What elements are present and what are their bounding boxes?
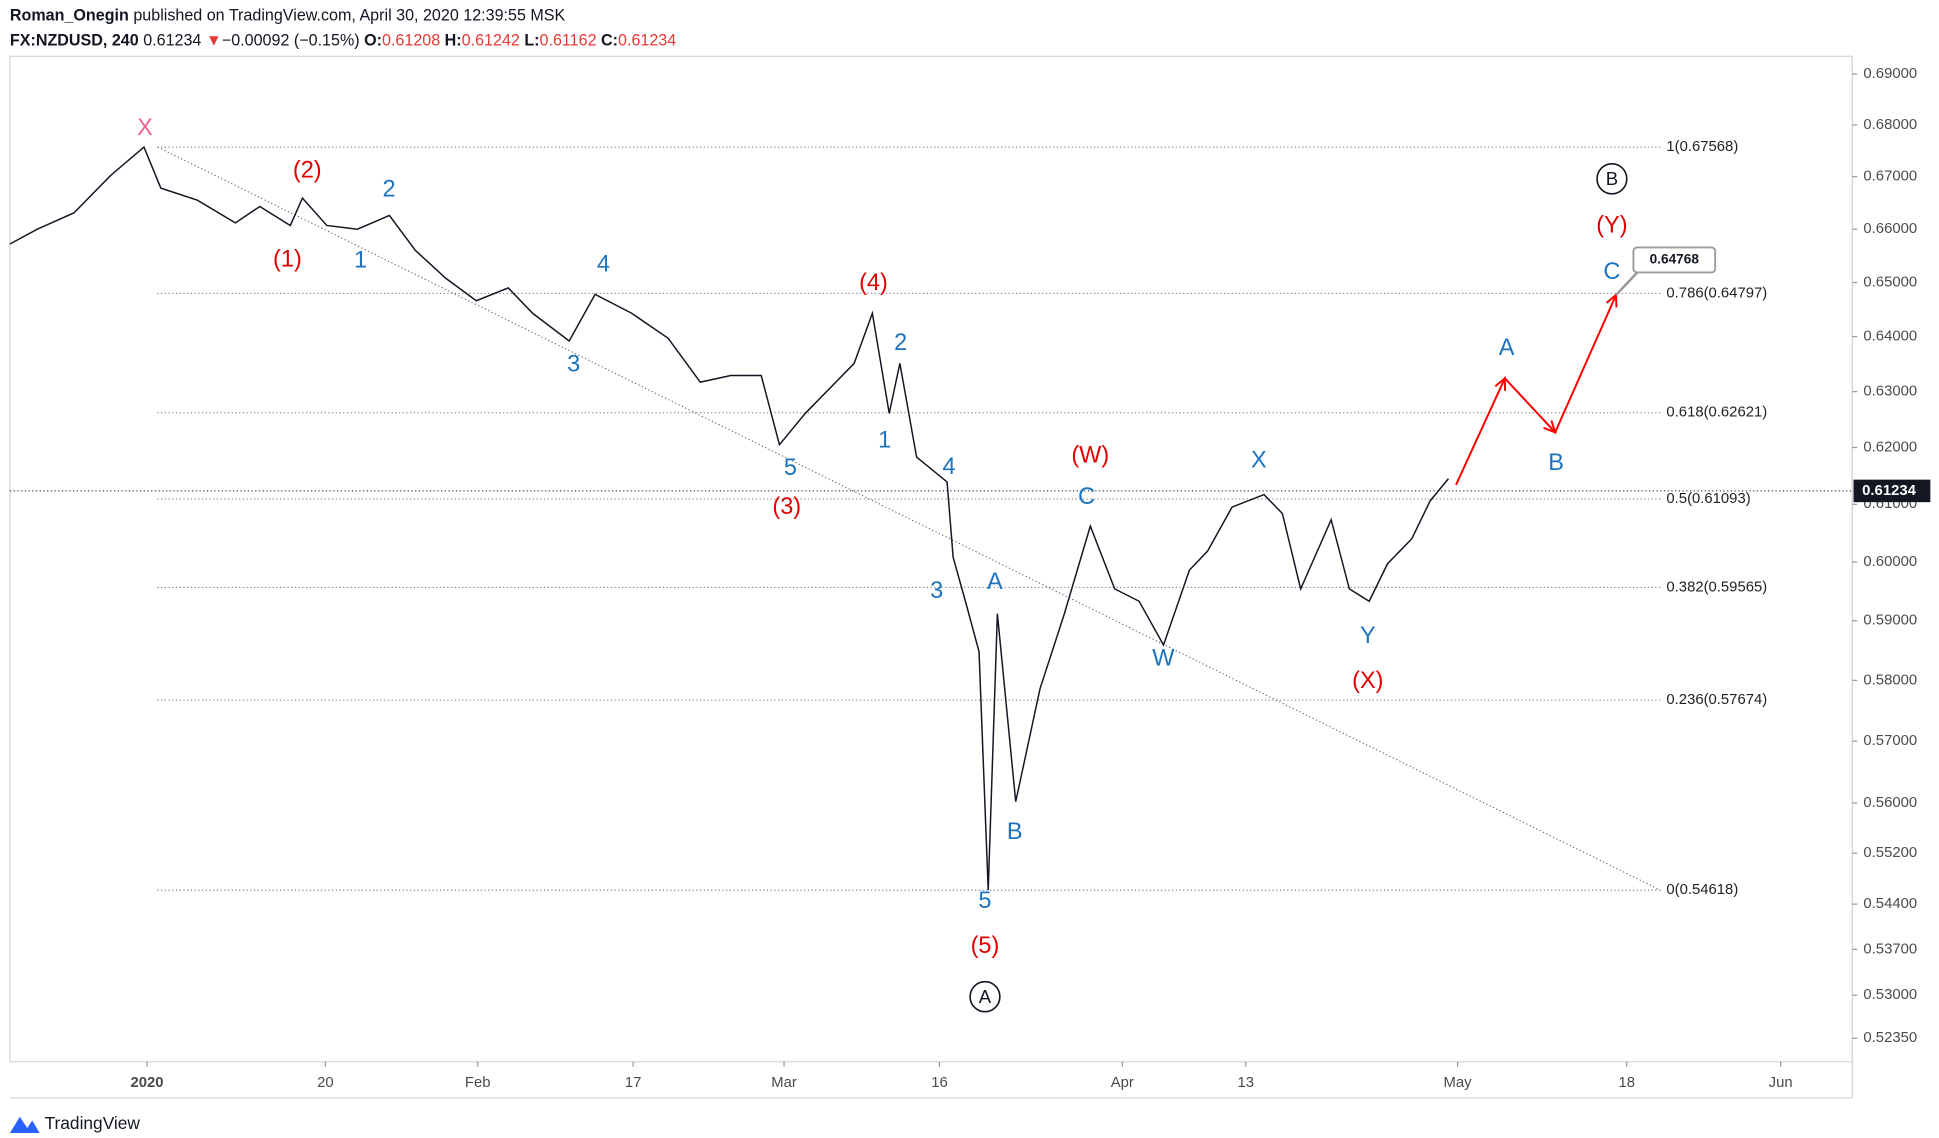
- wave-label: 1: [878, 428, 891, 454]
- wave-label: Y: [1360, 623, 1376, 649]
- wave-label: (Y): [1596, 213, 1627, 239]
- wave-label: (2): [293, 158, 322, 184]
- logo: [9, 1116, 40, 1133]
- publish-line: Roman_Onegin published on TradingView.co…: [10, 6, 566, 24]
- wave-label: C: [1078, 484, 1095, 510]
- y-tick-label: 0.56000: [1863, 794, 1917, 811]
- last-price-tag: [1853, 479, 1931, 503]
- fib-label: 0.786(0.64797): [1666, 284, 1767, 301]
- y-tick-label: 0.57000: [1863, 732, 1917, 749]
- wave-label: (W): [1071, 443, 1109, 469]
- symbol: FX:NZDUSD, 240: [10, 32, 139, 50]
- circled-label: B: [1606, 168, 1618, 189]
- fib-label: 0(0.54618): [1666, 881, 1738, 898]
- y-tick-label: 0.69000: [1863, 65, 1917, 82]
- y-tick-label: 0.68000: [1863, 116, 1917, 133]
- low-label: L:: [524, 32, 539, 50]
- wave-label: C: [1603, 259, 1620, 285]
- y-tick-label: 0.52350: [1863, 1029, 1917, 1046]
- wave-label: 2: [382, 176, 395, 202]
- arrowhead: [1494, 376, 1507, 391]
- circled-label-ring: [1596, 163, 1628, 195]
- x-tick-label: 18: [1618, 1074, 1635, 1091]
- y-tick-label: 0.65000: [1863, 273, 1917, 290]
- wave-label: 5: [978, 888, 991, 914]
- open: 0.61208: [382, 32, 440, 50]
- wave-label: 5: [784, 455, 797, 481]
- x-tick-label: Jun: [1769, 1074, 1793, 1091]
- fib-label: 0.618(0.62621): [1666, 404, 1767, 421]
- wave-label: W: [1152, 645, 1175, 671]
- y-tick-label: 0.53700: [1863, 940, 1917, 957]
- wave-label: A: [1499, 335, 1515, 361]
- y-tick-label: 0.53000: [1863, 986, 1917, 1003]
- target-pointer: [1615, 270, 1640, 296]
- y-tick-label: 0.59000: [1863, 612, 1917, 629]
- x-tick-label: 2020: [131, 1074, 164, 1091]
- x-tick-label: 17: [625, 1074, 642, 1091]
- wave-label: 1: [354, 248, 367, 274]
- price-line: [9, 145, 1450, 891]
- wave-label: (X): [1352, 668, 1383, 694]
- y-tick-label: 0.62000: [1863, 438, 1917, 455]
- x-tick-label: Apr: [1111, 1074, 1134, 1091]
- wave-label: X: [137, 115, 153, 141]
- x-tick-label: Feb: [465, 1074, 491, 1091]
- wave-label: (3): [772, 494, 801, 520]
- close-label: C:: [601, 32, 618, 50]
- target-box: [1632, 246, 1717, 274]
- x-tick-label: 16: [931, 1074, 948, 1091]
- circled-label: A: [979, 986, 992, 1007]
- x-tick-label: Mar: [771, 1074, 797, 1091]
- change: −0.00092 (−0.15%): [222, 32, 360, 50]
- fib-label: 0.5(0.61093): [1666, 490, 1750, 507]
- close: 0.61234: [618, 32, 676, 50]
- y-tick-label: 0.66000: [1863, 220, 1917, 237]
- y-tick-label: 0.54400: [1863, 895, 1917, 912]
- y-tick-label: 0.55200: [1863, 844, 1917, 861]
- wave-label: 3: [567, 351, 580, 377]
- fib-label: 0.236(0.57674): [1666, 691, 1767, 708]
- fib-label: 0.382(0.59565): [1666, 578, 1767, 595]
- y-tick-label: 0.63000: [1863, 383, 1917, 400]
- last-price-label: 0.61234: [1862, 482, 1916, 499]
- projection: [1455, 294, 1618, 486]
- wave-label: 4: [943, 454, 956, 480]
- high: 0.61242: [462, 32, 520, 50]
- arrowhead: [1543, 420, 1557, 434]
- wave-label: B: [1548, 450, 1564, 476]
- author[interactable]: Roman_Onegin: [10, 6, 129, 24]
- trendline: [157, 146, 1661, 891]
- wave-label: (1): [273, 246, 302, 272]
- low: 0.61162: [540, 32, 597, 50]
- wave-label: 4: [597, 251, 610, 277]
- wave-label: B: [1007, 819, 1023, 845]
- wave-label: 2: [894, 330, 907, 356]
- fib-label: 1(0.67568): [1666, 138, 1738, 155]
- open-label: O:: [364, 32, 382, 50]
- x-tick-label: 20: [317, 1074, 334, 1091]
- x-tick-label: May: [1444, 1074, 1473, 1091]
- circled-label-ring: [969, 980, 1001, 1013]
- y-tick-label: 0.58000: [1863, 671, 1917, 688]
- y-tick-label: 0.67000: [1863, 168, 1917, 185]
- wave-label: 3: [930, 578, 943, 604]
- footer[interactable]: TradingView: [45, 1113, 141, 1133]
- high-label: H:: [445, 32, 462, 50]
- symbol-line: FX:NZDUSD, 240 0.61234 ▼−0.00092 (−0.15%…: [10, 32, 676, 50]
- wave-label: (5): [971, 933, 1000, 959]
- y-tick-label: 0.64000: [1863, 328, 1917, 345]
- x-tick-label: 13: [1238, 1074, 1255, 1091]
- wave-label: A: [987, 569, 1003, 595]
- published: published on TradingView.com, April 30, …: [133, 6, 565, 24]
- target-label: 0.64768: [1650, 252, 1700, 267]
- change-arrow: ▼: [206, 32, 222, 50]
- y-tick-label: 0.60000: [1863, 553, 1917, 570]
- last: 0.61234: [143, 32, 201, 50]
- wave-label: X: [1251, 448, 1267, 474]
- wave-label: (4): [859, 270, 888, 296]
